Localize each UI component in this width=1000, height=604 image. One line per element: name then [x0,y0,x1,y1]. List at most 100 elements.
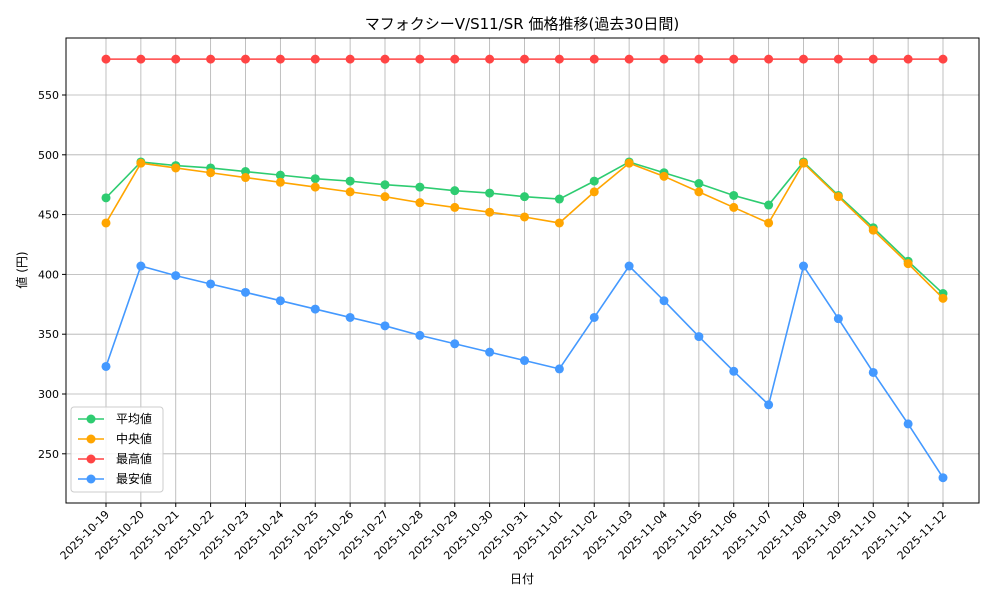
data-point [624,261,634,271]
data-point [554,364,564,374]
data-point [554,218,564,228]
data-point [206,168,216,178]
data-point [380,180,390,190]
data-point [694,332,704,342]
data-point [938,473,948,483]
data-point [589,176,599,186]
data-point [833,192,843,202]
data-point [554,194,564,204]
data-point [275,296,285,306]
data-point [694,179,704,189]
data-point [136,158,146,168]
data-point [310,174,320,184]
data-point [868,225,878,235]
data-point [589,187,599,197]
data-point [659,54,669,64]
data-point [380,192,390,202]
legend-label: 平均値 [116,411,152,426]
legend-label: 中央値 [116,431,152,446]
data-point [903,259,913,269]
y-tick-label: 450 [38,209,59,222]
data-point [241,54,250,64]
legend-marker [86,414,96,424]
data-point [275,170,285,180]
legend-label: 最安値 [116,471,152,486]
chart-title: マフォクシーV/S11/SR 価格推移(過去30日間) [365,15,679,33]
data-point [764,200,774,210]
data-point [171,163,181,173]
data-point [868,367,878,377]
y-tick-label: 550 [38,89,59,102]
data-point [659,296,669,306]
data-point [345,187,355,197]
data-point [206,54,216,64]
y-tick-label: 350 [38,328,59,341]
legend-marker [86,474,96,484]
data-point [799,54,808,64]
data-point [485,188,495,198]
data-point [729,54,739,64]
data-point [694,187,704,197]
data-point [903,54,913,64]
data-point [729,190,739,200]
data-point [136,54,146,64]
y-tick-label: 400 [38,268,59,281]
data-point [310,304,320,314]
data-point [206,279,216,289]
data-point [345,54,355,64]
data-point [345,312,355,322]
y-axis-label: 値 (円) [14,251,29,288]
data-point [101,218,111,228]
data-point [171,54,181,64]
data-point [485,207,495,217]
data-point [938,293,948,303]
data-point [275,54,285,64]
data-point [520,356,529,366]
data-point [520,54,529,64]
data-point [415,182,425,192]
data-point [450,54,460,64]
data-point [833,54,843,64]
data-point [171,271,181,281]
data-point [694,54,704,64]
legend-label: 最高値 [116,451,152,466]
data-point [415,330,425,340]
x-axis-label: 日付 [510,572,534,586]
data-point [450,186,460,196]
data-point [799,261,808,271]
data-point [310,182,320,192]
data-point [345,176,355,186]
data-point [589,312,599,322]
data-point [938,54,948,64]
data-point [241,173,250,183]
data-point [520,212,529,222]
data-point [450,339,460,349]
data-point [554,54,564,64]
data-point [485,54,495,64]
data-point [101,193,111,203]
data-point [764,54,774,64]
data-point [624,158,634,168]
data-point [241,287,250,297]
data-point [485,347,495,357]
data-point [380,321,390,331]
y-tick-label: 300 [38,388,59,401]
series-3 [101,261,948,483]
series-1 [101,158,948,303]
y-tick-label: 500 [38,149,59,162]
data-point [659,171,669,181]
data-point [310,54,320,64]
plot-frame [65,37,980,504]
legend-marker [86,434,96,444]
data-point [589,54,599,64]
data-point [380,54,390,64]
data-point [729,202,739,212]
data-point [624,54,634,64]
data-point [764,400,774,410]
data-point [450,202,460,212]
data-point [868,54,878,64]
data-point [520,192,529,202]
data-point [903,419,913,429]
